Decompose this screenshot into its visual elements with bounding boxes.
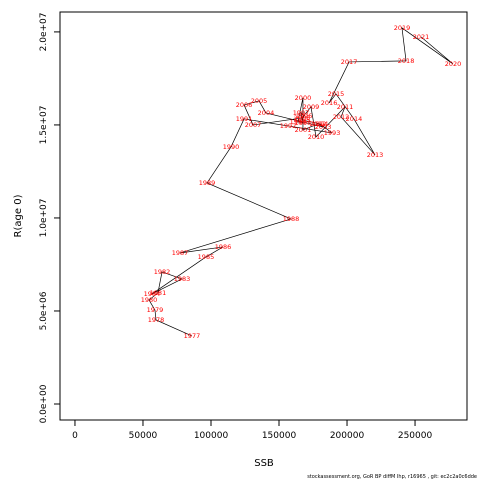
year-point-label: 1980 [141,296,158,304]
year-point-label: 2011 [337,103,354,111]
x-tick-label: 150000 [262,431,297,441]
year-point-label: 2021 [413,33,430,41]
year-point-label: 1991 [236,115,253,123]
year-point-label: 1981 [150,289,167,297]
year-point-label: 2018 [398,57,415,65]
y-tick-label: 1.0e+07 [39,199,49,238]
year-point-label: 1990 [223,143,240,151]
year-point-label: 1983 [174,275,191,283]
year-point-label: 1997 [293,109,310,117]
year-point-label: 2017 [341,58,358,66]
x-tick-label: 250000 [398,431,433,441]
year-point-label: 2007 [245,121,262,129]
y-tick-label: 2.0e+07 [39,12,49,51]
year-point-label: 1989 [199,179,216,187]
trajectory-line [148,27,454,337]
year-point-label: 1995 [294,116,311,124]
x-axis-label: SSB [254,458,274,469]
year-point-label: 1998 [295,119,312,127]
year-point-label: 2008 [294,114,311,122]
x-tick-label: 0 [72,431,78,441]
year-point-label: 1978 [148,316,165,324]
year-point-label: 1994 [312,120,329,128]
footer: stockassessment.org, GoR BP diffM Ihp, r… [307,474,477,480]
year-point-label: 2003 [315,123,332,131]
x-tick-label: 50000 [129,431,158,441]
year-point-label: 2001 [295,126,312,134]
x-tick-label: 200000 [330,431,365,441]
year-point-label: 1979 [147,306,164,314]
year-point-label: 1988 [283,215,300,223]
year-point-label: 2002 [310,120,327,128]
year-point-label: 1999 [290,118,307,126]
year-point-label: 1993 [324,129,341,137]
year-point-label: 2016 [321,99,338,107]
year-point-label: 2015 [328,90,345,98]
year-point-label: 2000 [295,94,312,102]
year-point-label: 1977 [184,332,201,340]
year-point-label: 2012 [333,113,350,121]
year-point-label: 2019 [394,24,411,32]
year-point-label: 2010 [308,133,325,141]
year-point-label: 2009 [303,103,320,111]
year-point-label: 2020 [445,60,462,68]
year-point-label: 1984 [144,290,161,298]
y-tick-label: 0.0e+00 [39,384,49,423]
year-point-label: 2005 [251,97,268,105]
year-point-label: 1986 [215,243,232,251]
year-point-label: 2014 [346,115,363,123]
year-point-label: 1992 [280,122,297,130]
y-axis-label: R(age 0) [13,194,24,237]
year-point-label: 1987 [172,249,189,257]
year-point-label: 1985 [198,253,215,261]
y-tick-label: 5.0e+06 [39,291,49,330]
y-tick-label: 1.5e+07 [39,106,49,145]
year-point-label: 1982 [154,268,171,276]
x-tick-label: 100000 [194,431,229,441]
year-point-label: 2004 [258,109,275,117]
year-point-label: 1996 [296,112,313,120]
year-point-label: 2006 [236,101,253,109]
plot-box [59,11,468,421]
year-point-label: 2013 [367,151,384,159]
